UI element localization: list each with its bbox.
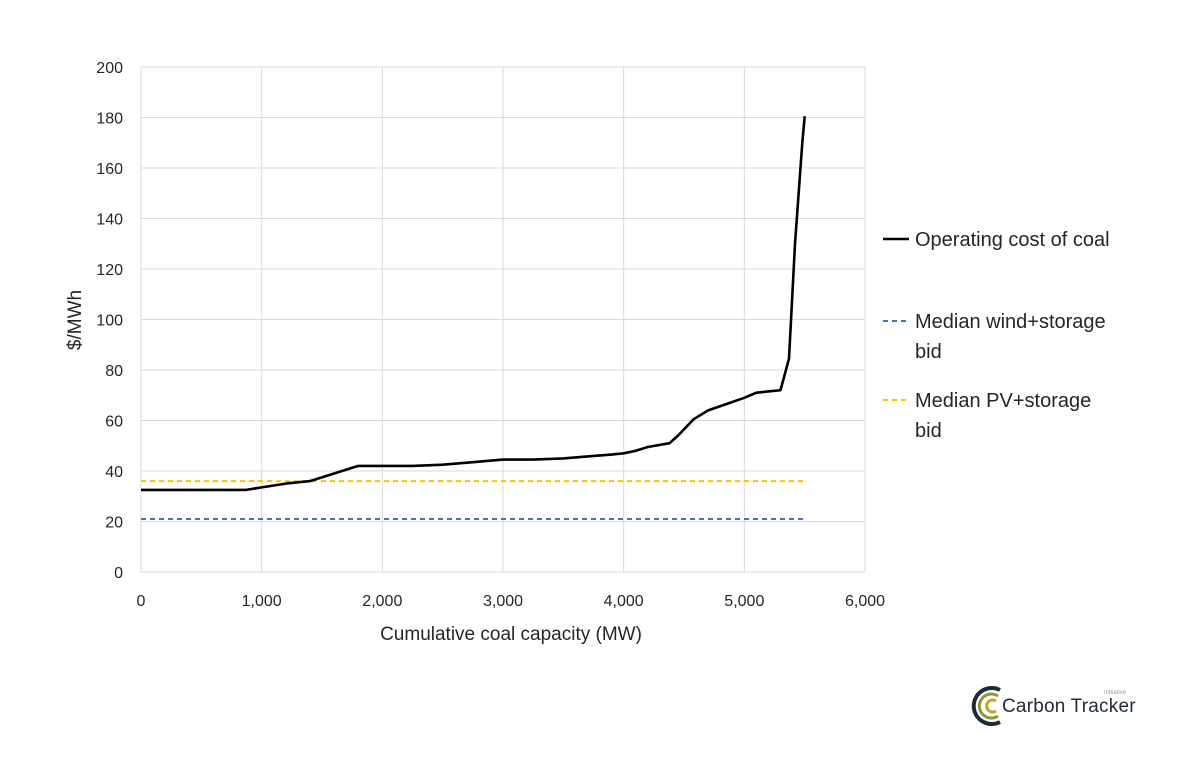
- x-axis-ticks: 0 1,000 2,000 3,000 4,000 5,000 6,000: [137, 593, 886, 610]
- chart-series: [141, 116, 806, 520]
- y-tick-label: 120: [96, 262, 123, 279]
- x-tick-label: 6,000: [845, 593, 885, 610]
- logo-text: Carbon Tracker: [1002, 696, 1136, 717]
- carbon-tracker-logo-icon: [971, 686, 1001, 726]
- y-tick-label: 60: [105, 414, 123, 431]
- y-tick-label: 100: [96, 313, 123, 330]
- legend-label: bid: [915, 341, 942, 363]
- legend-label: Median wind+storage: [915, 311, 1106, 333]
- y-tick-label: 80: [105, 363, 123, 380]
- y-tick-label: 180: [96, 111, 123, 128]
- chart-legend: Operating cost of coal Median wind+storag…: [883, 229, 1110, 442]
- legend-label: Median PV+storage: [915, 390, 1091, 412]
- x-axis-title: Cumulative coal capacity (MW): [380, 624, 642, 645]
- carbon-tracker-logo: [970, 684, 1145, 734]
- x-tick-label: 5,000: [724, 593, 764, 610]
- y-axis-ticks: 0 20 40 60 80 100 120 140 160 180 200: [96, 60, 123, 582]
- y-tick-label: 140: [96, 212, 123, 229]
- x-tick-label: 1,000: [242, 593, 282, 610]
- x-tick-label: 0: [137, 593, 146, 610]
- y-tick-label: 40: [105, 464, 123, 481]
- y-tick-label: 0: [114, 565, 123, 582]
- y-tick-label: 20: [105, 515, 123, 532]
- x-tick-label: 2,000: [362, 593, 402, 610]
- x-tick-label: 4,000: [604, 593, 644, 610]
- logo-subtext: Initiative: [1104, 690, 1127, 696]
- y-axis-title: $/MWh: [65, 290, 86, 350]
- series-line-operating-cost-of-coal: [141, 116, 806, 492]
- y-tick-label: 200: [96, 60, 123, 77]
- legend-label: bid: [915, 420, 942, 442]
- x-tick-label: 3,000: [483, 593, 523, 610]
- chart-grid: [140, 66, 866, 573]
- legend-label: Operating cost of coal: [915, 229, 1110, 251]
- y-tick-label: 160: [96, 161, 123, 178]
